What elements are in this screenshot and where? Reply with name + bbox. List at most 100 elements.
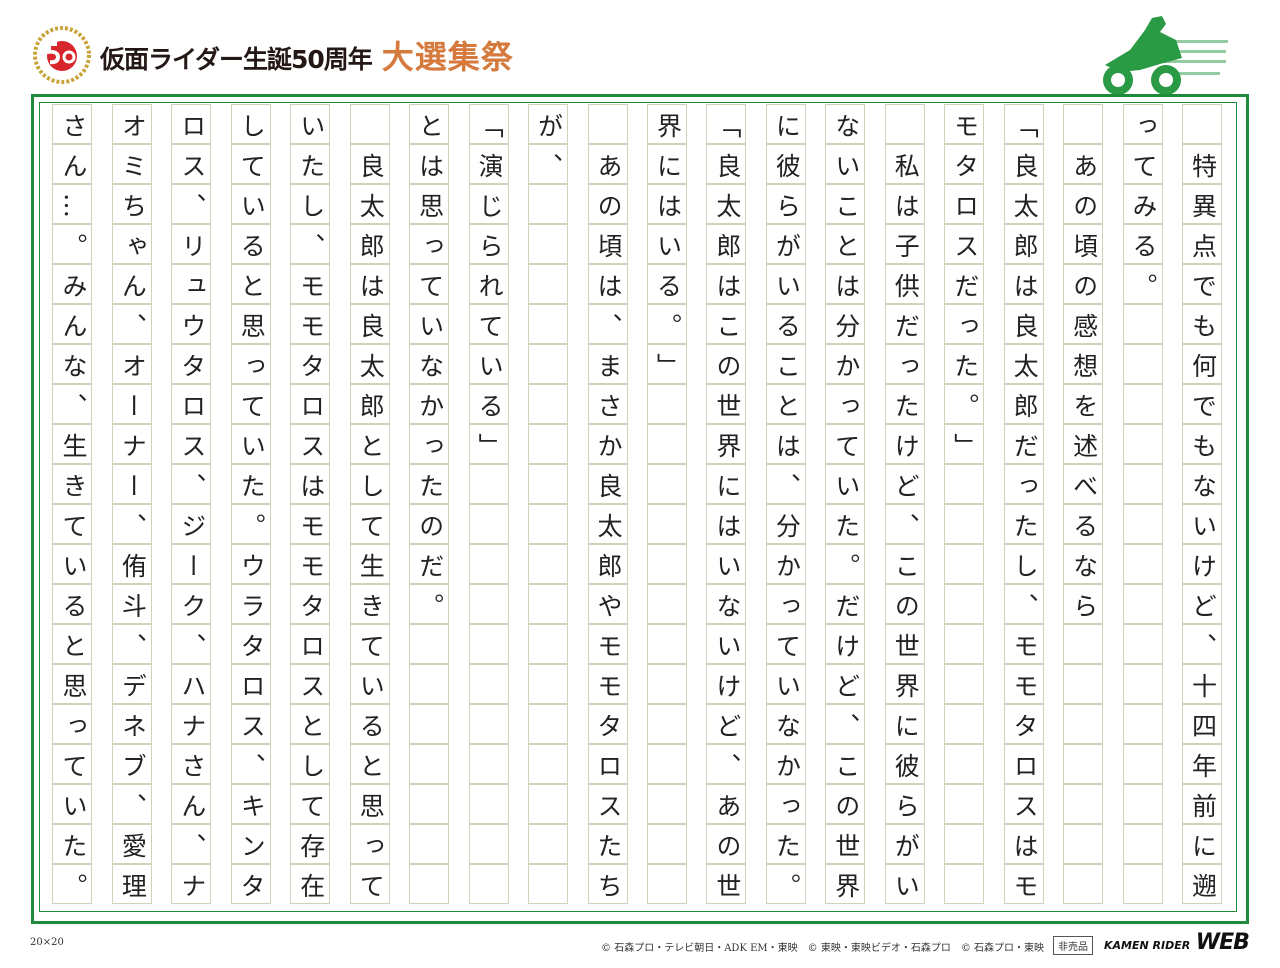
grid-char: 太 [1010, 192, 1040, 218]
grid-cell [587, 544, 628, 584]
grid-cell [290, 664, 331, 704]
grid-cell [1122, 544, 1163, 584]
grid-cell [944, 584, 985, 624]
grid-char [470, 625, 510, 665]
grid-char: と [58, 632, 88, 658]
grid-char: ナ [118, 432, 148, 458]
manuscript-column: 良太郎は良太郎として生きていると思って [351, 105, 391, 905]
grid-cell [884, 424, 925, 464]
grid-char [529, 465, 569, 505]
grid-char: 良 [1010, 312, 1040, 338]
grid-char: 特 [1188, 152, 1218, 178]
grid-char: ロ [296, 632, 326, 658]
grid-cell [290, 304, 331, 344]
grid-char: い [296, 112, 326, 138]
grid-cell [52, 664, 93, 704]
grid-char [529, 825, 569, 865]
grid-char: の [831, 792, 861, 818]
grid-char: ち [118, 192, 148, 218]
grid-cell [1063, 224, 1104, 264]
grid-cell [884, 264, 925, 304]
grid-cell [1063, 624, 1104, 664]
grid-cell [884, 344, 925, 384]
grid-char: モ [594, 672, 623, 698]
grid-cell [52, 464, 93, 504]
grid-cell [587, 384, 628, 424]
grid-char [529, 545, 569, 585]
grid-cell [1182, 184, 1222, 224]
grid-cell [1182, 304, 1222, 344]
grid-cell [528, 184, 569, 224]
grid-char: な [58, 352, 88, 378]
brand-small: KAMEN RIDER [1104, 939, 1191, 952]
grid-char: ゃ [118, 232, 148, 258]
grid-cell [409, 864, 450, 904]
grid-char: け [891, 432, 921, 458]
grid-cell [587, 584, 628, 624]
grid-cell [587, 224, 628, 264]
grid-cell [944, 824, 985, 864]
manuscript-column: とは思っていなかったのだ。 [410, 105, 450, 905]
grid-char: ス [1010, 792, 1040, 818]
grid-cell [349, 264, 390, 304]
grid-char: オ [118, 112, 148, 138]
grid-char: 、 [891, 512, 921, 538]
grid-cell [171, 544, 212, 584]
grid-cell [587, 784, 628, 824]
grid-char: 。 [1129, 272, 1159, 298]
grid-char: 界 [831, 872, 861, 898]
grid-char: 思 [58, 672, 88, 698]
grid-cell [230, 544, 271, 584]
grid-cell [111, 744, 152, 784]
grid-char: だ [831, 592, 861, 618]
grid-cell [111, 424, 152, 464]
grid-char: 、 [118, 512, 148, 538]
grid-cell [468, 304, 509, 344]
grid-cell [290, 624, 331, 664]
grid-char: 侑 [118, 552, 148, 578]
grid-cell [1182, 624, 1222, 664]
grid-char: 、 [177, 192, 207, 218]
grid-cell [706, 664, 747, 704]
grid-cell [349, 344, 390, 384]
grid-char: ス [237, 712, 267, 738]
grid-char: 分 [831, 312, 861, 338]
grid-char [410, 745, 450, 785]
grid-char [945, 785, 985, 825]
grid-cell [706, 304, 747, 344]
grid-cell [528, 624, 569, 664]
grid-char [945, 505, 985, 545]
grid-char: 理 [118, 872, 148, 898]
grid-cell [528, 424, 569, 464]
grid-char [1124, 785, 1164, 825]
grid-cell [884, 144, 925, 184]
grid-cell [587, 464, 628, 504]
grid-cell [944, 224, 985, 264]
grid-char [410, 865, 450, 905]
grid-char [1183, 105, 1223, 145]
grid-char: 想 [1069, 352, 1099, 378]
grid-cell [468, 344, 509, 384]
grid-char: る [1069, 512, 1099, 538]
grid-cell [230, 384, 271, 424]
grid-cell [1063, 544, 1104, 584]
grid-char: 」 [950, 432, 980, 458]
grid-cell [765, 864, 806, 904]
grid-cell [528, 704, 569, 744]
grid-char: な [712, 592, 742, 618]
grid-cell [1063, 584, 1104, 624]
grid-cell [349, 504, 390, 544]
grid-char [945, 625, 985, 665]
grid-char: モ [296, 312, 326, 338]
grid-cell [825, 424, 866, 464]
grid-cell [646, 864, 687, 904]
kamen-rider-web-logo: KAMEN RIDER WEB [1104, 930, 1250, 955]
grid-char: 生 [356, 552, 386, 578]
grid-cell [349, 784, 390, 824]
grid-cell [646, 464, 687, 504]
grid-cell [646, 384, 687, 424]
grid-char: 太 [1010, 352, 1040, 378]
grid-cell [171, 304, 212, 344]
grid-cell [1122, 504, 1163, 544]
grid-char [529, 505, 569, 545]
